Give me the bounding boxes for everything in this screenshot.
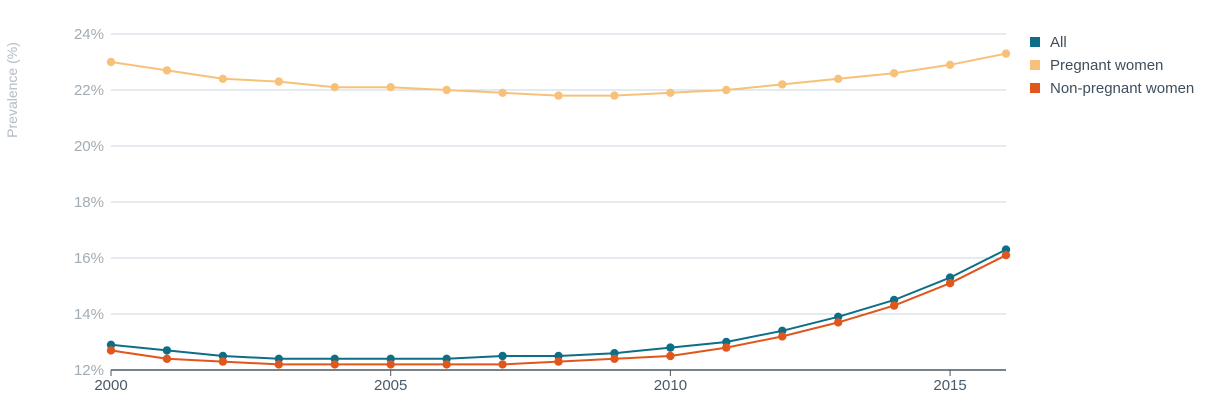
- data-point: [386, 83, 395, 92]
- data-point: [889, 69, 899, 78]
- data-point: [889, 301, 899, 310]
- data-point: [442, 360, 451, 369]
- data-point: [554, 357, 563, 366]
- y-tick-label: 20%: [74, 138, 104, 155]
- data-point: [833, 74, 843, 84]
- data-point: [666, 351, 675, 361]
- data-point: [945, 279, 955, 288]
- data-point: [106, 57, 116, 67]
- data-point: [330, 360, 339, 369]
- data-point: [833, 318, 843, 327]
- legend-label: Pregnant women: [1050, 57, 1163, 74]
- data-point: [162, 346, 172, 355]
- data-point: [778, 332, 787, 341]
- y-tick-label: 12%: [74, 362, 104, 379]
- x-tick-label: 2000: [94, 377, 127, 394]
- x-tick-label: 2010: [654, 377, 687, 394]
- y-tick-label: 18%: [74, 194, 104, 211]
- legend-label: Non-pregnant women: [1050, 80, 1194, 97]
- series-line: [110, 248, 1007, 360]
- data-point: [722, 85, 731, 95]
- series-pregnant-women: [106, 49, 1011, 100]
- series-lines: [106, 49, 1011, 369]
- legend-swatch: [1030, 60, 1040, 70]
- data-point: [330, 83, 339, 92]
- x-axis-ticks: 2000 2005 2010 2015: [94, 370, 967, 394]
- data-point: [722, 343, 731, 352]
- gridlines: [111, 33, 1006, 315]
- series-non-pregnant-women: [106, 251, 1011, 369]
- x-tick-label: 2005: [374, 377, 407, 394]
- y-axis-ticks: 12% 14% 16% 18% 20% 22% 24%: [74, 26, 104, 379]
- legend-swatch: [1030, 37, 1040, 47]
- legend: All Pregnant women Non-pregnant women: [1030, 34, 1194, 97]
- data-point: [274, 360, 284, 369]
- data-point: [106, 346, 116, 355]
- legend-label: All: [1050, 34, 1067, 51]
- series-all: [106, 245, 1011, 363]
- data-point: [162, 66, 172, 75]
- data-point: [610, 91, 619, 100]
- data-point: [610, 354, 619, 363]
- data-point: [554, 91, 563, 100]
- data-point: [274, 77, 284, 86]
- data-point: [498, 360, 507, 369]
- data-point: [162, 354, 172, 363]
- data-point: [498, 88, 507, 98]
- data-point: [1001, 49, 1011, 58]
- data-point: [666, 343, 675, 352]
- y-axis-title: Prevalence (%): [4, 42, 20, 138]
- series-line: [110, 254, 1007, 366]
- data-point: [778, 80, 787, 89]
- series-line: [110, 52, 1007, 97]
- data-point: [218, 74, 228, 84]
- y-tick-label: 24%: [74, 26, 104, 43]
- data-point: [945, 60, 955, 69]
- y-tick-label: 14%: [74, 306, 104, 323]
- y-tick-label: 22%: [74, 82, 104, 99]
- data-point: [498, 351, 507, 361]
- data-point: [218, 357, 228, 366]
- data-point: [386, 360, 395, 369]
- data-point: [442, 85, 451, 95]
- legend-swatch: [1030, 83, 1040, 93]
- y-tick-label: 16%: [74, 250, 104, 267]
- data-point: [666, 88, 675, 98]
- data-point: [1001, 251, 1011, 260]
- x-tick-label: 2015: [933, 377, 966, 394]
